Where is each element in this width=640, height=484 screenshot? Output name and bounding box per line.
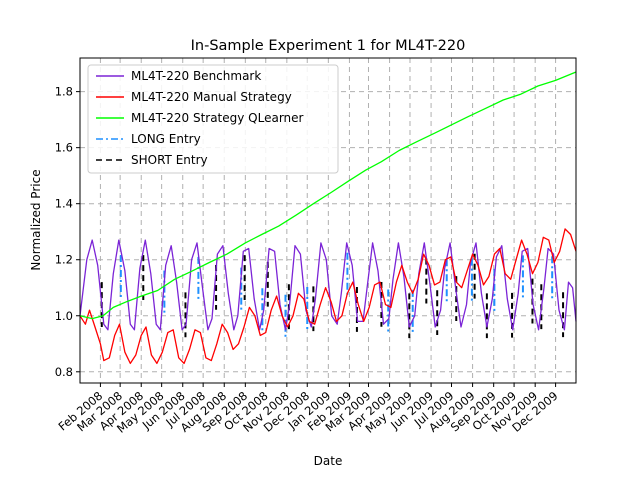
series-line [79,71,577,320]
legend-label: ML4T-220 Manual Strategy [131,90,292,104]
y-axis-label: Normalized Price [29,169,43,270]
y-axis: 0.8 1.0 1.2 1.4 1.6 1.8 [55,85,80,379]
legend: ML4T-220 Benchmark ML4T-220 Manual Strate… [87,64,339,174]
series-line [79,228,577,365]
legend-box [87,64,339,174]
y-tick-label: 0.8 [55,365,73,379]
series-line [79,239,577,331]
legend-label: ML4T-220 Benchmark [131,69,261,83]
y-tick-label: 1.8 [55,85,73,99]
y-tick-label: 1.2 [55,253,73,267]
y-tick-label: 1.4 [55,197,73,211]
y-tick-label: 1.0 [55,309,73,323]
series-lines [79,71,577,365]
x-axis-label: Date [314,454,343,468]
legend-label: ML4T-220 Strategy QLearner [131,111,304,125]
y-tick-label: 1.6 [55,141,73,155]
legend-items: ML4T-220 Benchmark ML4T-220 Manual Strate… [96,69,304,167]
chart-title: In-Sample Experiment 1 for ML4T-220 [191,38,466,54]
legend-label: SHORT Entry [131,153,208,167]
legend-label: LONG Entry [131,132,201,146]
